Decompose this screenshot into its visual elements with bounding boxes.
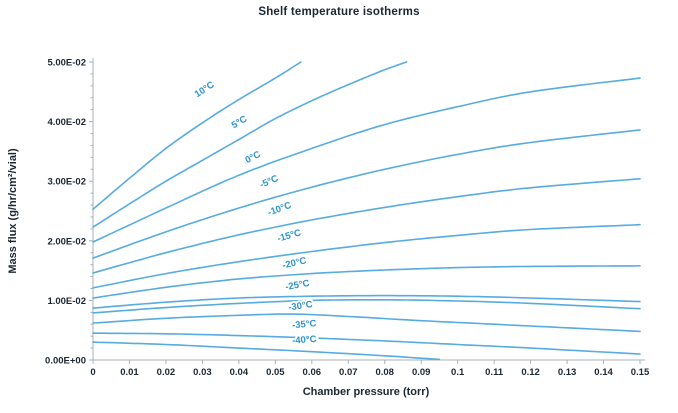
x-tick-label: 0.03 [193,367,212,378]
isotherm-curve-minus15C [92,223,641,289]
y-tick-label: 2.00E-02 [47,236,86,247]
isotherm-curve-unlabeled [92,341,441,361]
curve-label-minus10C: -10°C [266,200,293,219]
isotherm-curve-5C [92,61,408,228]
curve-label-10C: 10°C [193,79,217,100]
curve-label-minus20C: -20°C [281,255,307,271]
isotherm-curve-minus10C [92,178,641,274]
isotherm-curve-minus25C [92,294,641,309]
isotherm-curve-minus20C [92,265,641,299]
curve-label-minus40C: -40°C [292,334,317,347]
x-tick-label: 0.08 [375,367,394,378]
x-tick-label: 0.06 [303,367,322,378]
curve-label-minus35C: -35°C [292,318,317,331]
isotherm-curve-0C [92,77,641,243]
curve-label-minus5C: -5°C [258,173,280,191]
x-tick-label: 0.1 [451,367,465,378]
isotherm-curve-minus35C [92,313,641,333]
isotherm-curve-minus30C [92,299,641,314]
x-tick-label: 0.13 [558,367,577,378]
x-axis-title: Chamber pressure (torr) [302,386,430,398]
isotherm-curve-minus5C [92,129,641,259]
x-tick-label: 0.11 [485,367,504,378]
curve-label-minus15C: -15°C [276,227,303,244]
x-tick-label: 0.14 [594,367,613,378]
y-tick-label: 3.00E-02 [47,177,86,188]
x-tick-label: 0.15 [631,367,650,378]
y-tick-label: 1.00E-02 [47,296,86,307]
x-tick-label: 0.05 [266,367,285,378]
y-tick-label: 0.00E+00 [45,356,86,367]
x-tick-label: 0.07 [339,367,358,378]
chart-title: Shelf temperature isotherms [258,6,420,18]
isotherm-curve-10C [92,61,302,210]
x-tick-label: 0 [90,367,95,378]
x-tick-label: 0.12 [521,367,540,378]
x-tick-label: 0.04 [230,367,249,378]
y-tick-label: 4.00E-02 [47,117,86,128]
curve-label-minus25C: -25°C [285,278,311,293]
y-tick-label: 5.00E-02 [47,58,86,69]
x-tick-label: 0.09 [412,367,431,378]
x-tick-label: 0.02 [157,367,176,378]
curve-label-0C: 0°C [243,149,262,166]
isotherm-curve-minus40C [92,332,641,355]
curve-label-5C: 5°C [230,114,249,132]
y-axis-title: Mass flux (g/hr/cm²/vial) [7,148,19,274]
x-tick-label: 0.01 [120,367,139,378]
curve-label-minus30C: -30°C [288,299,314,313]
